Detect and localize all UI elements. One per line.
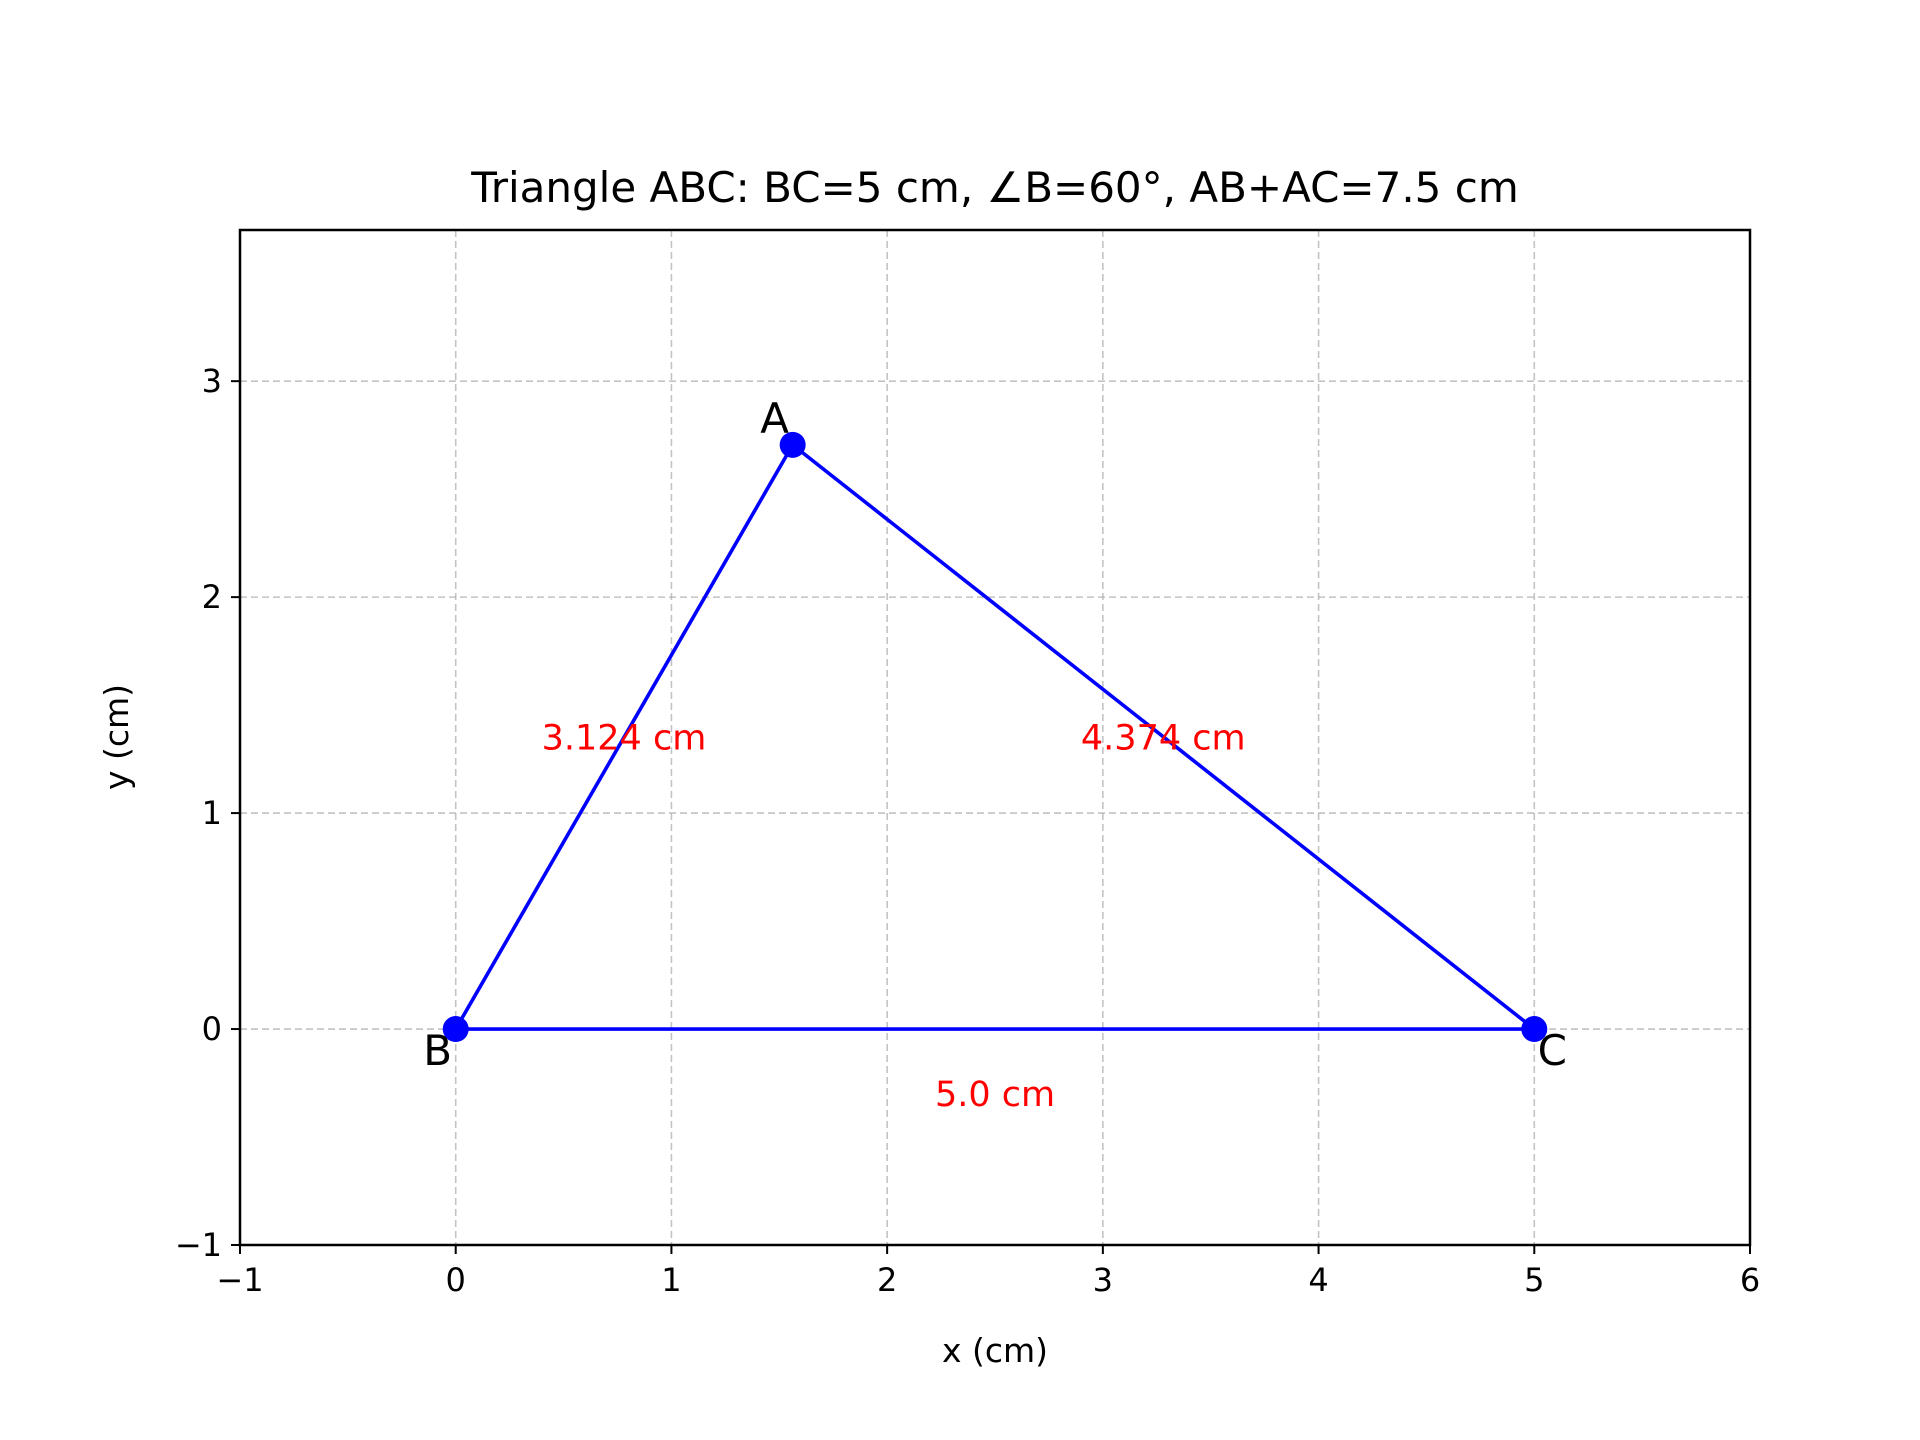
side-bc-length-label: 5.0 cm [935,1075,1055,1115]
y-tick-label: 2 [202,578,222,616]
vertex-c-label: C [1538,1026,1567,1075]
x-tick-label: 4 [1308,1261,1328,1299]
vertex-b-marker [442,1016,469,1043]
side-ab-length-label: 3.124 cm [542,719,707,759]
x-tick-label: 1 [661,1261,681,1299]
x-tick-label: 2 [877,1261,897,1299]
chart-title: Triangle ABC: BC=5 cm, ∠B=60°, AB+AC=7.5… [470,163,1519,212]
y-tick-label: −1 [175,1226,222,1264]
x-tick-label: 6 [1740,1261,1760,1299]
y-tick-label: 0 [202,1010,222,1048]
x-tick-label: −1 [216,1261,263,1299]
side-ac-line [790,443,1537,1031]
x-tick-label: 5 [1524,1261,1544,1299]
x-tick-label: 0 [446,1261,466,1299]
plot-data: A B C 3.124 cm 4.374 cm 5.0 cm [423,394,1567,1115]
y-tick-label: 3 [202,362,222,400]
x-axis-label: x (cm) [942,1331,1048,1370]
plot-frame [238,228,1752,1247]
vertex-b-label: B [423,1026,452,1075]
vertex-a-label: A [760,394,789,443]
vertex-a-marker [779,431,806,458]
side-ba-line [453,443,795,1031]
y-axis-label: y (cm) [97,684,136,790]
y-tick-label: 1 [202,794,222,832]
axis-ticks: −1 0 1 2 3 4 5 6 −1 0 1 2 3 [175,362,1760,1299]
side-ac-length-label: 4.374 cm [1081,719,1246,759]
x-tick-label: 3 [1093,1261,1113,1299]
vertex-c-marker [1521,1016,1548,1043]
